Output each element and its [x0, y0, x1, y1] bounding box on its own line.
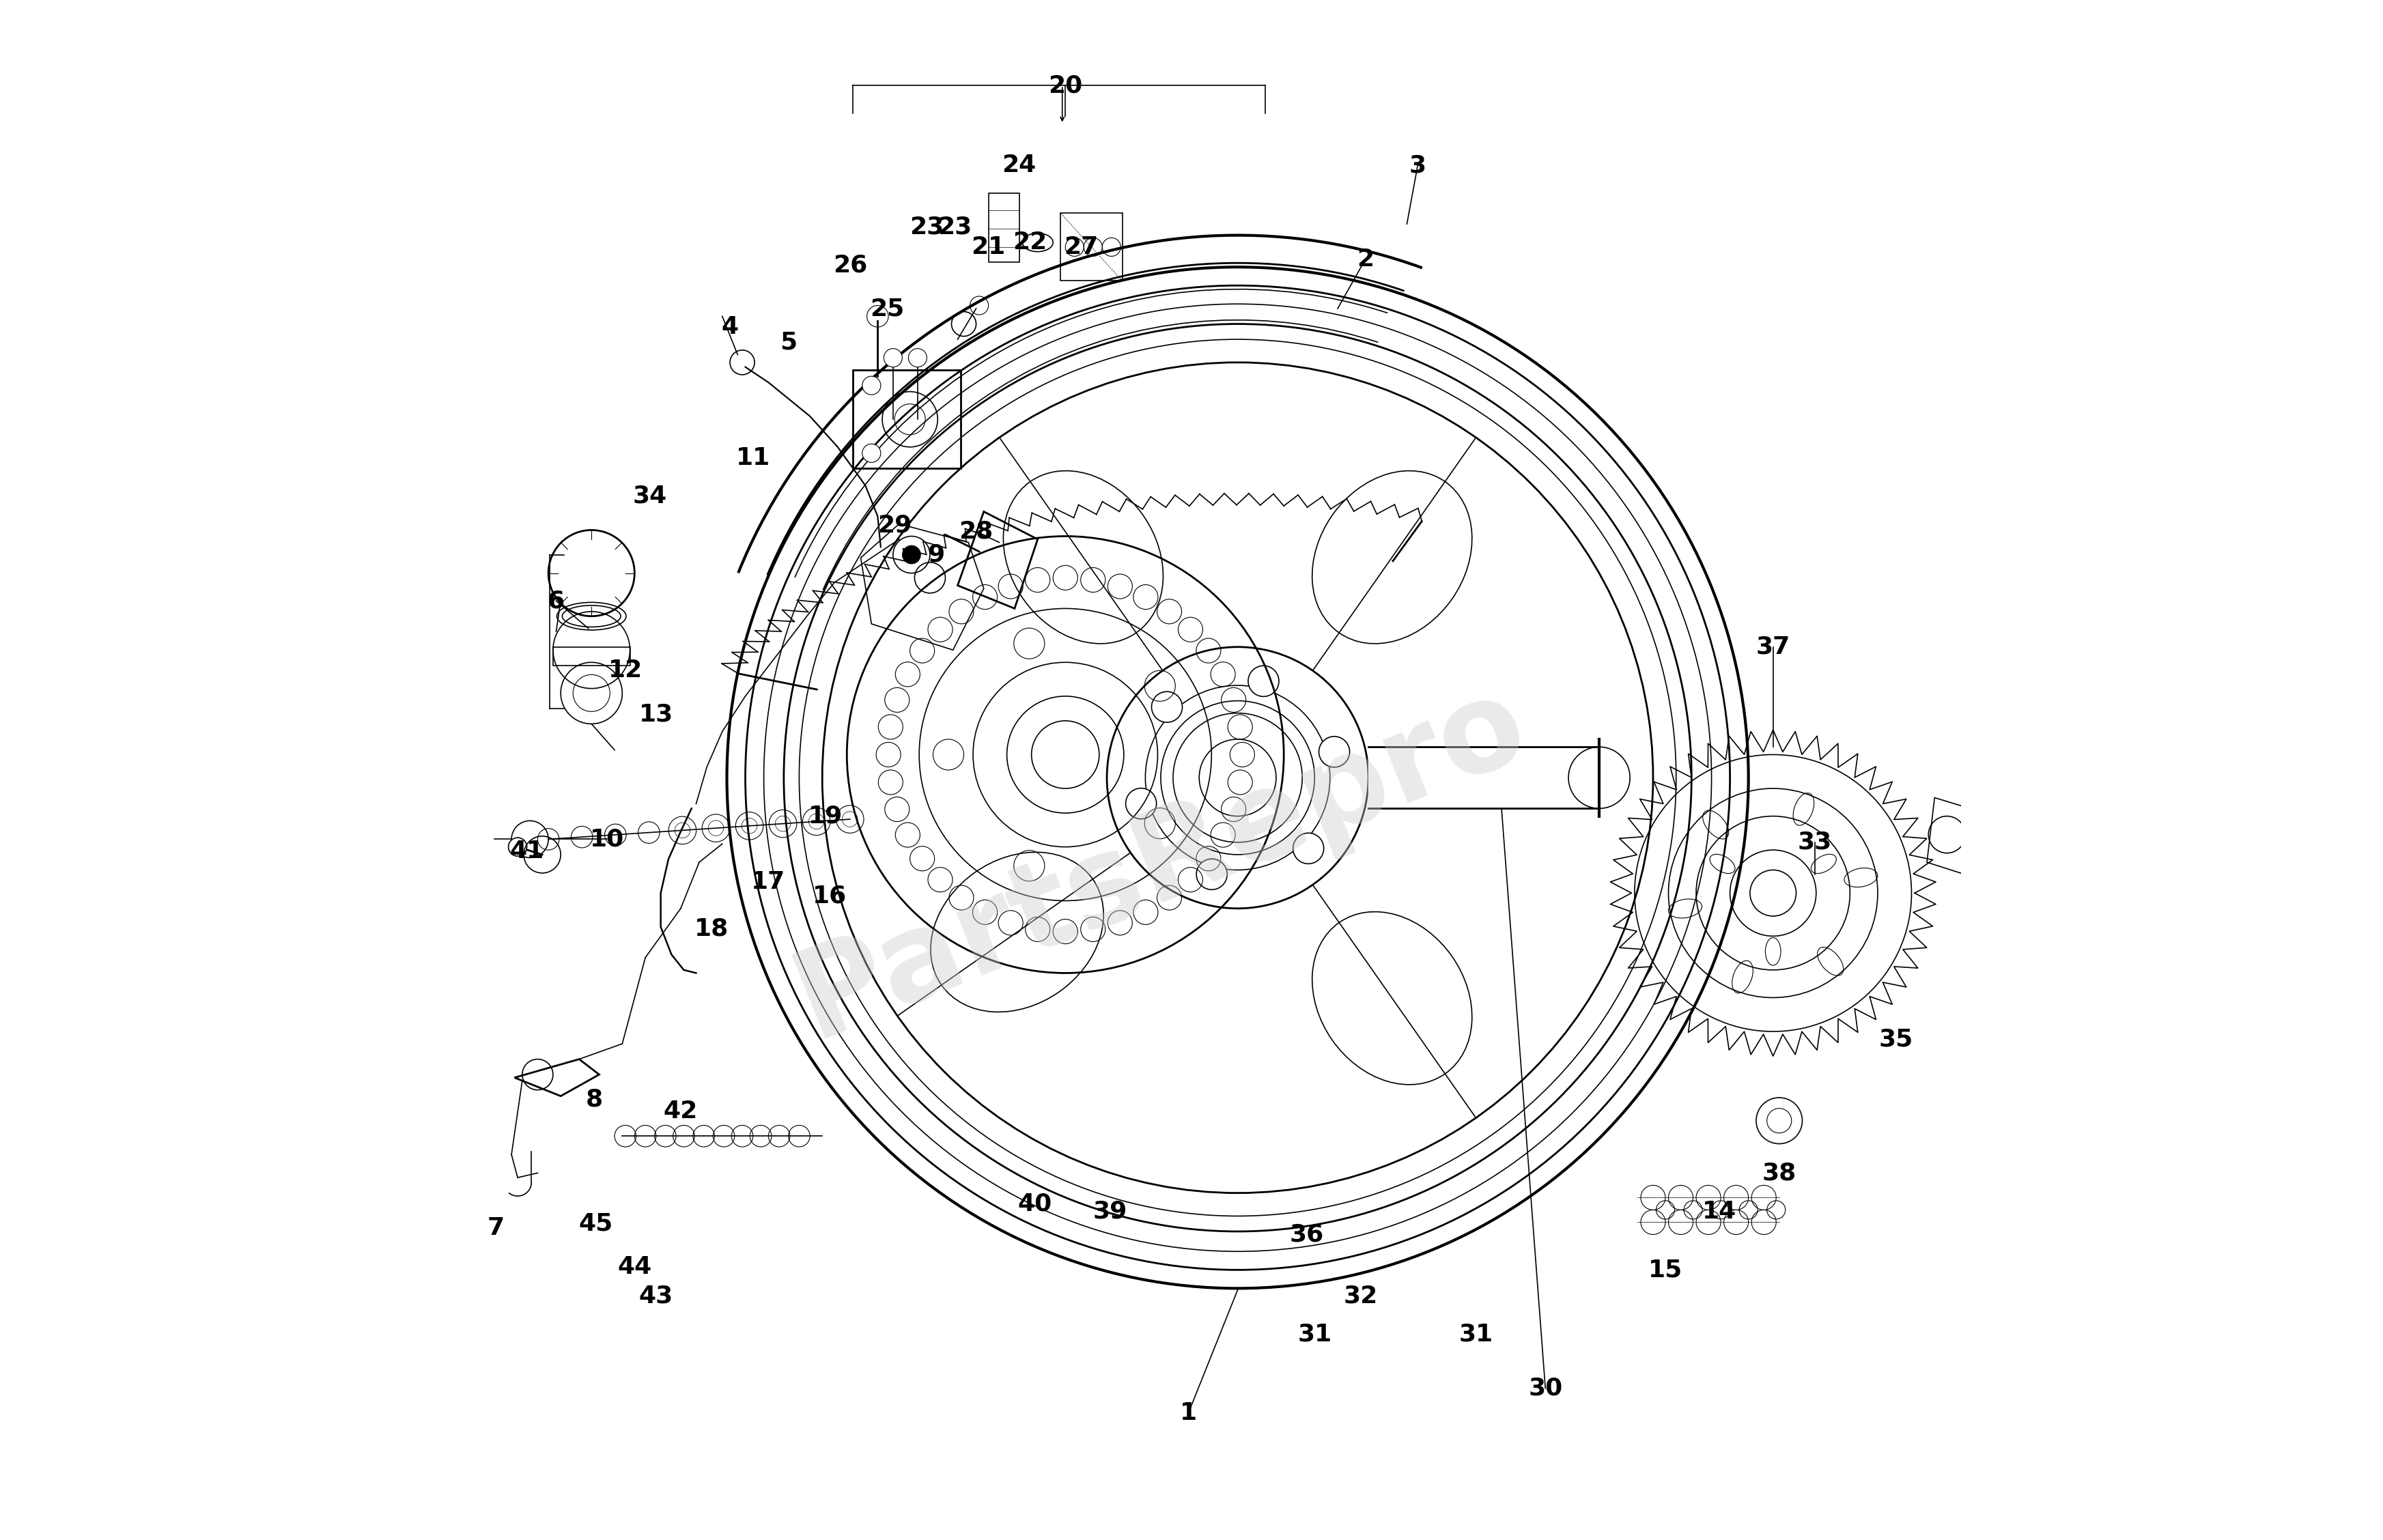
- Text: 24: 24: [1001, 154, 1037, 177]
- Text: 18: 18: [693, 916, 729, 939]
- Text: 34: 34: [634, 485, 667, 508]
- Text: 21: 21: [972, 236, 1006, 259]
- Text: 42: 42: [662, 1100, 698, 1123]
- Text: 26: 26: [832, 254, 867, 277]
- Text: 12: 12: [608, 659, 643, 682]
- Circle shape: [863, 376, 882, 394]
- Text: 20: 20: [1049, 74, 1082, 97]
- Text: 36: 36: [1289, 1223, 1325, 1246]
- Text: 22: 22: [1013, 231, 1046, 254]
- Text: 45: 45: [579, 1212, 612, 1235]
- Text: 31: 31: [1296, 1323, 1332, 1346]
- Circle shape: [508, 838, 527, 856]
- Text: 31: 31: [1458, 1323, 1494, 1346]
- Text: 32: 32: [1344, 1284, 1377, 1307]
- Text: 25: 25: [870, 297, 903, 320]
- Text: 5: 5: [779, 331, 796, 354]
- Text: 30: 30: [1528, 1377, 1563, 1400]
- Text: 14: 14: [1701, 1200, 1737, 1223]
- Text: 40: 40: [1018, 1192, 1051, 1215]
- Circle shape: [884, 348, 903, 367]
- Text: 44: 44: [617, 1255, 651, 1278]
- Text: 11: 11: [736, 447, 770, 470]
- Circle shape: [1196, 859, 1227, 890]
- Text: 4: 4: [722, 316, 739, 339]
- Text: 27: 27: [1063, 236, 1099, 259]
- Text: 39: 39: [1094, 1200, 1127, 1223]
- Circle shape: [1151, 691, 1182, 722]
- Circle shape: [1318, 736, 1349, 767]
- Text: 29: 29: [877, 514, 913, 537]
- Text: 38: 38: [1761, 1161, 1797, 1184]
- Text: 3: 3: [1408, 154, 1427, 177]
- Text: 33: 33: [1797, 830, 1833, 853]
- Text: 35: 35: [1878, 1027, 1914, 1050]
- Text: 7: 7: [489, 1217, 505, 1240]
- Circle shape: [903, 545, 920, 564]
- Text: 9: 9: [927, 544, 944, 567]
- Text: 10: 10: [589, 827, 624, 850]
- Circle shape: [1294, 833, 1323, 864]
- Text: PartsRepro: PartsRepro: [779, 661, 1542, 1063]
- Text: 17: 17: [751, 870, 786, 893]
- Circle shape: [1125, 788, 1156, 819]
- Text: 28: 28: [958, 521, 994, 544]
- Text: 16: 16: [813, 884, 846, 907]
- Circle shape: [863, 444, 882, 462]
- Text: 23: 23: [937, 216, 972, 239]
- Text: 19: 19: [808, 804, 844, 827]
- Text: 1: 1: [1180, 1401, 1196, 1424]
- Text: 41: 41: [510, 839, 543, 862]
- Circle shape: [908, 348, 927, 367]
- Text: 2: 2: [1356, 248, 1375, 271]
- Text: 23: 23: [910, 216, 944, 239]
- Bar: [553, 647, 629, 665]
- Text: 8: 8: [586, 1087, 603, 1110]
- Text: 6: 6: [548, 590, 565, 613]
- Circle shape: [1249, 665, 1280, 696]
- Text: 15: 15: [1649, 1258, 1682, 1281]
- Text: 13: 13: [639, 704, 674, 727]
- Text: 43: 43: [639, 1284, 674, 1307]
- Text: 37: 37: [1756, 636, 1790, 659]
